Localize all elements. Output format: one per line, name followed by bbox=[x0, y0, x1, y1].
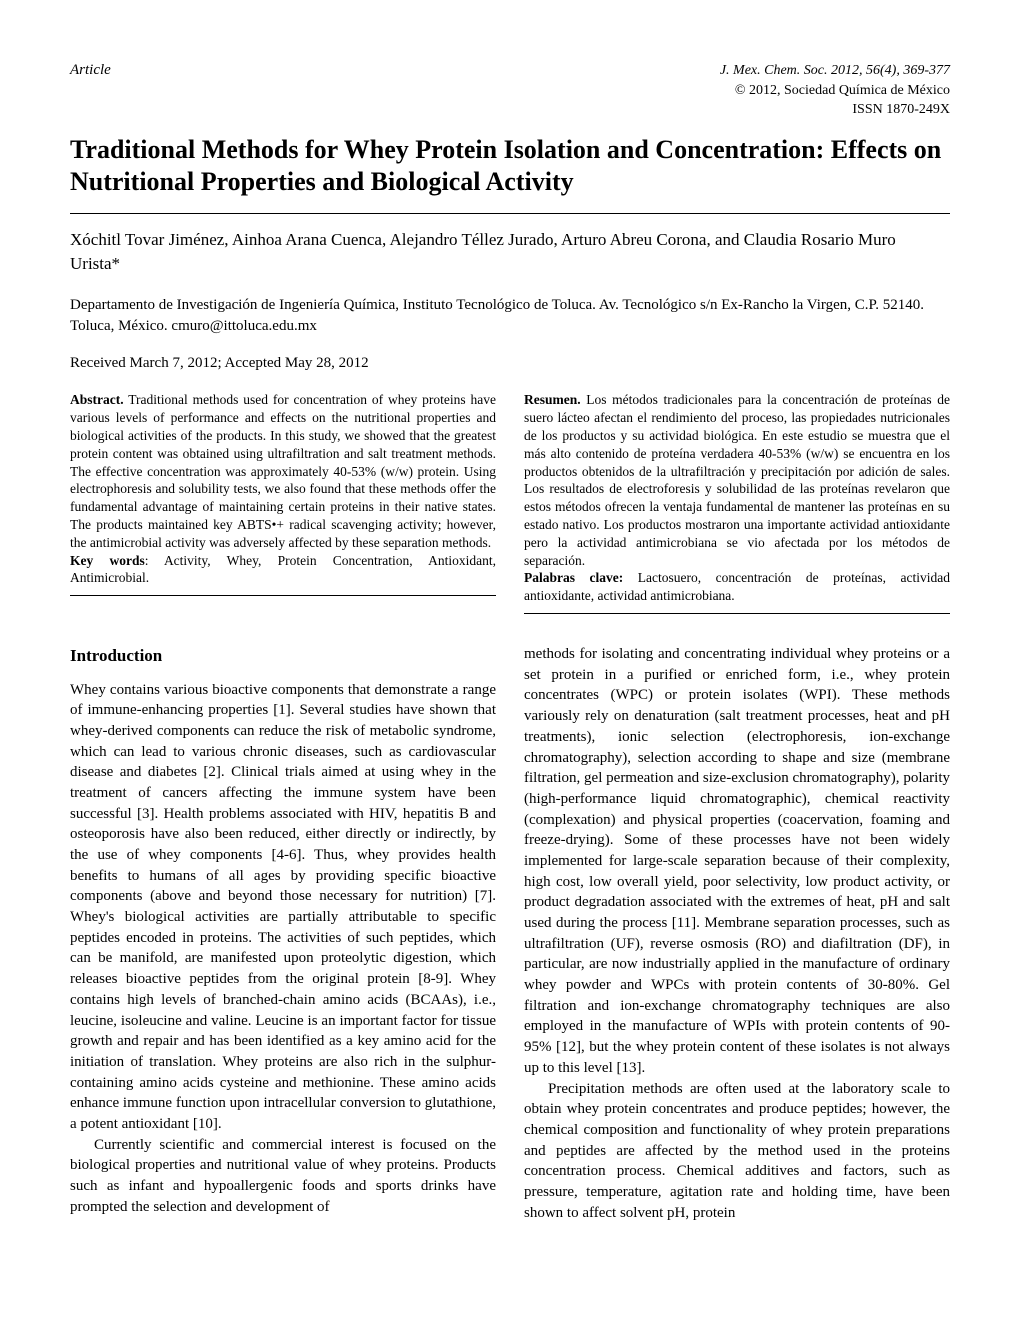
abstract-body-en: Traditional methods used for concentrati… bbox=[70, 392, 496, 550]
abstract-spanish: Resumen. Los métodos tradicionales para … bbox=[524, 391, 950, 614]
affiliation: Departamento de Investigación de Ingenie… bbox=[70, 295, 950, 337]
received-accepted-dates: Received March 7, 2012; Accepted May 28,… bbox=[70, 353, 950, 373]
intro-right-p2: Precipitation methods are often used at … bbox=[524, 1079, 950, 1224]
journal-citation: J. Mex. Chem. Soc. 2012, 56(4), 369-377 bbox=[720, 63, 950, 78]
body-columns: Introduction Whey contains various bioac… bbox=[70, 644, 950, 1223]
abstract-english: Abstract. Traditional methods used for c… bbox=[70, 391, 496, 614]
header-row: Article J. Mex. Chem. Soc. 2012, 56(4), … bbox=[70, 60, 950, 124]
keywords-label-en: Key words bbox=[70, 553, 145, 568]
spacer bbox=[70, 620, 950, 644]
abstract-label-es: Resumen. bbox=[524, 392, 581, 407]
abstract-body-es: Los métodos tradicionales para la concen… bbox=[524, 392, 950, 567]
abstract-rule-en bbox=[70, 595, 496, 596]
keywords-label-es: Palabras clave: bbox=[524, 570, 623, 585]
body-col-right: methods for isolating and concentrating … bbox=[524, 644, 950, 1223]
title-rule bbox=[70, 213, 950, 214]
intro-right-p1: methods for isolating and concentrating … bbox=[524, 644, 950, 1078]
intro-left-p1: Whey contains various bioactive componen… bbox=[70, 680, 496, 1135]
abstract-label-en: Abstract. bbox=[70, 392, 124, 407]
authors: Xóchitl Tovar Jiménez, Ainhoa Arana Cuen… bbox=[70, 228, 950, 277]
introduction-heading: Introduction bbox=[70, 644, 496, 667]
intro-left-p2: Currently scientific and commercial inte… bbox=[70, 1135, 496, 1218]
journal-issn: ISSN 1870-249X bbox=[720, 100, 950, 120]
abstract-rule-es bbox=[524, 613, 950, 614]
article-label: Article bbox=[70, 60, 111, 80]
body-col-left: Introduction Whey contains various bioac… bbox=[70, 644, 496, 1223]
journal-copyright: © 2012, Sociedad Química de México bbox=[720, 81, 950, 101]
abstract-columns: Abstract. Traditional methods used for c… bbox=[70, 391, 950, 614]
journal-meta: J. Mex. Chem. Soc. 2012, 56(4), 369-377 … bbox=[720, 61, 950, 120]
article-title: Traditional Methods for Whey Protein Iso… bbox=[70, 134, 950, 199]
